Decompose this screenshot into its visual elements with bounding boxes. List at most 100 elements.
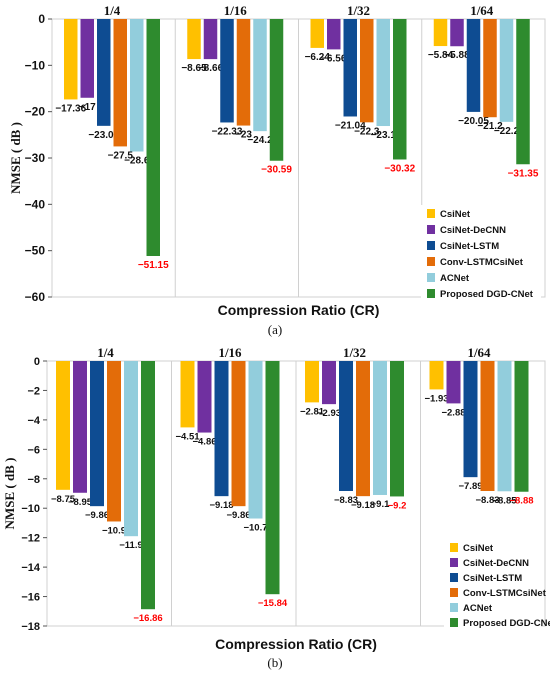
data-label: −15.84: [258, 598, 288, 609]
bar-acnet: [124, 361, 138, 537]
y-axis-label: NMSE ( dB ): [2, 458, 17, 530]
legend-swatch: [450, 558, 458, 567]
legend-label: ACNet: [440, 273, 470, 284]
legend-swatch: [450, 618, 458, 627]
y-axis-label: NMSE ( dB ): [8, 122, 23, 194]
data-label: −21.2: [477, 121, 503, 132]
bar-acnet: [373, 361, 387, 495]
data-label: −51.15: [138, 260, 169, 271]
x-axis-label: Compression Ratio (CR): [218, 302, 380, 318]
data-label: −8.83: [475, 495, 499, 506]
bar-conv-lstmcsinet: [360, 19, 374, 123]
bar-conv-lstmcsinet: [231, 361, 246, 507]
bar-csinet: [56, 361, 70, 490]
data-label: −21.04: [335, 120, 366, 131]
data-label: −27.5: [108, 150, 134, 161]
legend-swatch: [427, 241, 435, 250]
category-label: 1/16: [218, 345, 242, 360]
bar-chart-b: 0 −2 −4 −6 −8 −10 −12 −14 −16 −18 NMSE ( dB ) Compr…: [2, 345, 550, 652]
legend-swatch: [427, 209, 435, 218]
bar-csinet-lstm: [343, 19, 357, 117]
bar-csinet-lstm: [90, 361, 104, 507]
bar-csinet-decnn: [197, 361, 212, 433]
y-tick-label: 0: [38, 12, 45, 26]
data-label: −8.88: [509, 496, 533, 507]
bar-acnet: [499, 19, 514, 122]
bar-acnet: [376, 19, 390, 127]
legend-label: CsiNet: [463, 543, 494, 554]
y-tick-label: −18: [21, 621, 40, 633]
bar-csinet-lstm: [220, 19, 234, 123]
data-label: −11.9: [119, 540, 143, 551]
panel-a-sublabel: (a): [267, 322, 283, 337]
legend-swatch: [450, 603, 458, 612]
legend-label: CsiNet: [440, 209, 471, 220]
bar-proposed-dgd-cnet: [390, 361, 404, 497]
y-tick-label: −50: [25, 244, 46, 258]
bar-acnet: [248, 361, 263, 519]
bar-csinet: [429, 361, 444, 390]
legend-label: Proposed DGD-CNet: [463, 618, 550, 629]
y-tick-label: 0: [34, 356, 40, 368]
bar-acnet: [497, 361, 512, 492]
data-label: −4.86: [192, 437, 216, 448]
bar-proposed-dgd-cnet: [265, 361, 280, 595]
bar-proposed-dgd-cnet: [516, 19, 530, 165]
data-label: −28.6: [124, 156, 150, 167]
data-label: −1.93: [424, 393, 448, 404]
chart-panel-a: 0 −10 −20 −30 −40 −50 −60 NMSE ( dB ) Compressio…: [0, 0, 550, 320]
data-label: −9.18: [209, 500, 233, 511]
chart-panel-b: 0 −2 −4 −6 −8 −10 −12 −14 −16 −18 NMSE ( dB ) Compr…: [0, 336, 550, 675]
bar-csinet: [64, 19, 78, 100]
legend-label: Conv-LSTMCsiNet: [463, 588, 547, 599]
bar-csinet-lstm: [466, 19, 481, 112]
bar-csinet-decnn: [450, 19, 464, 47]
legend-box: [421, 205, 541, 309]
bar-conv-lstmcsinet: [483, 19, 497, 118]
data-label: −23.06: [88, 130, 119, 141]
legend-swatch: [427, 289, 435, 298]
y-tick-label: −10: [25, 58, 46, 72]
bar-csinet-lstm: [214, 361, 229, 497]
y-tick-label: −8: [27, 474, 40, 486]
data-label: −9.1: [371, 499, 390, 510]
bar-conv-lstmcsinet: [236, 19, 251, 126]
panel-b-sublabel: (b): [267, 655, 283, 670]
data-label: −8.75: [51, 494, 76, 505]
legend-swatch: [450, 543, 458, 552]
bar-csinet: [310, 19, 324, 48]
data-label: −8.65: [181, 63, 207, 74]
y-tick-label: −10: [21, 503, 40, 515]
data-label: −9.18: [351, 500, 375, 511]
data-label: −6.24: [305, 52, 331, 63]
bar-csinet-lstm: [463, 361, 478, 478]
bar-csinet-decnn: [322, 361, 336, 405]
bar-conv-lstmcsinet: [356, 361, 370, 497]
bar-proposed-dgd-cnet: [514, 361, 529, 492]
category-label: 1/64: [467, 345, 491, 360]
bar-proposed-dgd-cnet: [146, 19, 160, 256]
y-tick-label: −12: [21, 533, 40, 545]
category-label: 1/64: [470, 3, 494, 18]
bar-csinet-decnn: [80, 19, 94, 98]
data-label: −8.66: [198, 63, 224, 74]
bar-csinet-decnn: [446, 361, 461, 404]
data-label: −7.89: [458, 481, 482, 492]
y-tick-label: −30: [25, 151, 46, 165]
data-label: −22.2: [494, 126, 520, 137]
category-label: 1/16: [224, 3, 248, 18]
data-label: −9.86: [226, 510, 250, 521]
data-label: −6.56: [321, 53, 347, 64]
bar-conv-lstmcsinet: [113, 19, 127, 147]
legend-label: Conv-LSTMCsiNet: [440, 257, 524, 268]
bar-csinet-decnn: [73, 361, 87, 493]
data-label: −2.93: [317, 408, 341, 419]
data-label: −2.81: [300, 406, 325, 417]
data-label: −10.9: [102, 525, 126, 536]
legend-swatch: [427, 225, 435, 234]
bar-csinet: [187, 19, 201, 60]
legend-swatch: [450, 588, 458, 597]
bar-csinet-decnn: [327, 19, 341, 50]
data-label: −24.2: [247, 135, 273, 146]
data-label: −22.3: [354, 126, 380, 137]
